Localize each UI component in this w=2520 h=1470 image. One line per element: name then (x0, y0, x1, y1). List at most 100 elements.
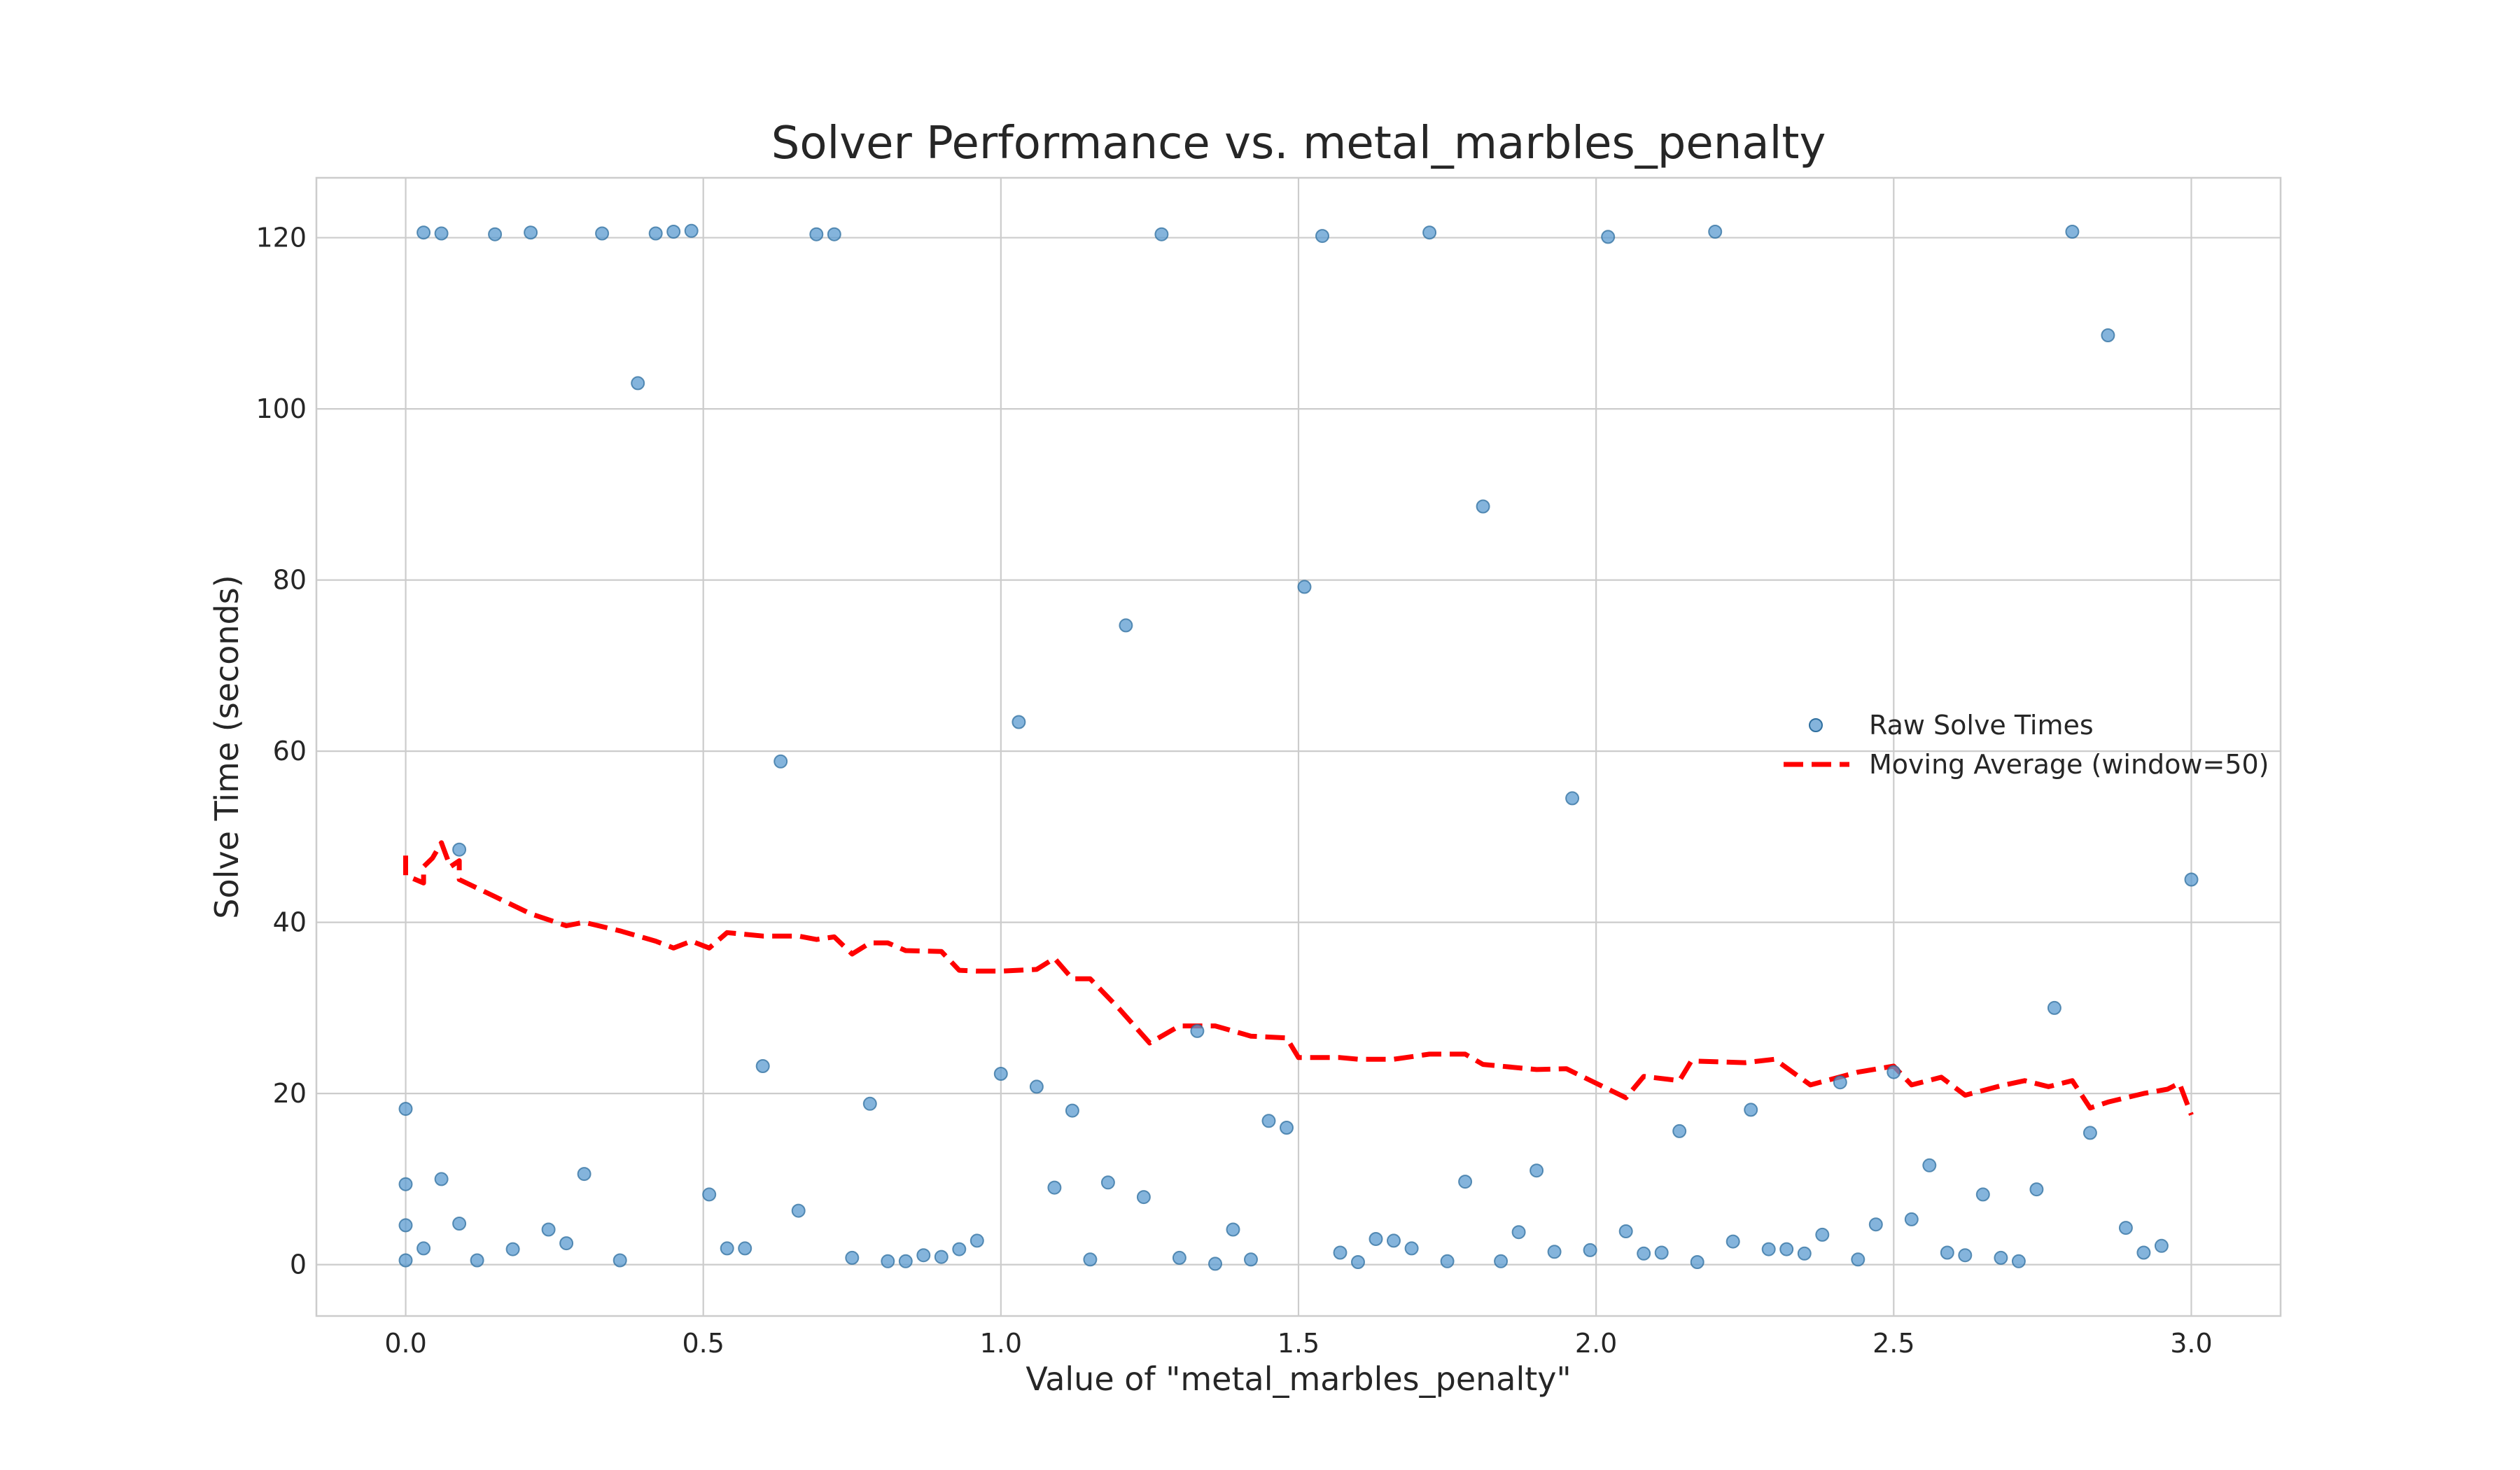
scatter-point (2011, 1254, 2026, 1268)
y-tick-label: 80 (273, 565, 307, 596)
legend-label-raw: Raw Solve Times (1869, 710, 2094, 741)
x-axis-label: Value of "metal_marbles_penalty" (1026, 1360, 1571, 1398)
scatter-point (1261, 1114, 1276, 1128)
scatter-point (702, 1187, 717, 1202)
scatter-point (2082, 1126, 2097, 1140)
scatter-point (845, 1250, 860, 1265)
scatter-point (1833, 1075, 1847, 1090)
scatter-point (862, 1096, 877, 1111)
scatter-point (1387, 1233, 1401, 1248)
scatter-point (1511, 1225, 1526, 1240)
scatter-point (1690, 1255, 1704, 1269)
scatter-point (1797, 1246, 1812, 1261)
scatter-point (1154, 227, 1169, 241)
x-tick-label: 1.5 (1278, 1328, 1320, 1359)
scatter-point (1565, 791, 1580, 806)
scatter-point (1886, 1065, 1901, 1079)
scatter-point (1083, 1252, 1098, 1267)
scatter-point (1975, 1187, 1990, 1202)
scatter-point (1404, 1241, 1419, 1256)
y-tick-label: 0 (290, 1250, 307, 1280)
scatter-point (2065, 225, 2080, 239)
scatter-point (1119, 618, 1133, 633)
scatter-point (559, 1236, 574, 1251)
scatter-point (595, 226, 610, 241)
scatter-point (434, 1172, 449, 1186)
scatter-point (934, 1250, 948, 1264)
scatter-point (774, 754, 788, 769)
x-tick-label: 0.0 (384, 1328, 426, 1359)
x-tick-label: 0.5 (682, 1328, 724, 1359)
x-gridlines (405, 178, 2192, 1316)
scatter-point (1994, 1250, 2008, 1265)
scatter-point (1476, 499, 1490, 514)
y-axis-label: Solve Time (seconds) (208, 575, 246, 918)
y-gridlines (316, 237, 2281, 1266)
scatter-point (993, 1067, 1008, 1081)
scatter-point (1672, 1124, 1687, 1138)
scatter-point (612, 1253, 627, 1268)
scatter-point (2029, 1182, 2044, 1197)
scatter-point (1244, 1252, 1258, 1267)
y-tick-label: 100 (255, 393, 307, 424)
scatter-point (398, 1253, 413, 1268)
scatter-point (1190, 1023, 1205, 1038)
scatter-point (1904, 1212, 1919, 1226)
scatter-point (452, 842, 467, 857)
y-tick-label: 40 (273, 907, 307, 938)
scatter-point (470, 1253, 484, 1268)
chart-title: Solver Performance vs. metal_marbles_pen… (771, 118, 1826, 169)
x-tick-label: 3.0 (2170, 1328, 2212, 1359)
scatter-point (1618, 1224, 1633, 1238)
scatter-point (1779, 1242, 1794, 1256)
scatter-point (505, 1242, 520, 1256)
scatter-point (1100, 1175, 1115, 1190)
scatter-point (1208, 1256, 1222, 1271)
scatter-point (1958, 1248, 1973, 1263)
plot-frame (315, 176, 2282, 1317)
scatter-point (1868, 1217, 1883, 1232)
scatter-point (1422, 225, 1437, 240)
scatter-point (1280, 1121, 1294, 1135)
scatter-point (2154, 1238, 2169, 1253)
scatter-point (398, 1102, 413, 1116)
scatter-point (1815, 1227, 1830, 1242)
scatter-point (1315, 229, 1329, 244)
scatter-point (666, 225, 681, 239)
scatter-point (2118, 1221, 2133, 1236)
x-tick-labels: 0.0 0.5 1.0 1.5 2.0 2.5 3.0 (384, 1328, 2212, 1359)
scatter-point (1547, 1245, 1562, 1259)
scatter-point (738, 1241, 752, 1256)
scatter-point (952, 1242, 967, 1256)
scatter-point (1368, 1232, 1383, 1246)
scatter-point (416, 225, 431, 240)
scatter-point (720, 1241, 734, 1256)
moving-average-line (403, 840, 2194, 1116)
scatter-point (1297, 580, 1312, 594)
scatter-point (1136, 1190, 1151, 1205)
scatter-point (1458, 1175, 1473, 1189)
scatter-point (1172, 1250, 1186, 1265)
scatter-point (398, 1177, 413, 1191)
scatter-point (1708, 225, 1723, 239)
y-tick-label: 120 (255, 223, 307, 253)
scatter-point (1851, 1252, 1865, 1267)
y-tick-labels: 0 20 40 60 80 100 120 (255, 223, 307, 1280)
x-tick-label: 2.5 (1872, 1328, 1914, 1359)
scatter-point (1065, 1103, 1079, 1118)
scatter-point (2101, 328, 2115, 342)
y-tick-label: 20 (273, 1078, 307, 1109)
legend-label-moving-average: Moving Average (window=50) (1869, 749, 2269, 780)
legend: Raw Solve Times Moving Average (window=5… (1784, 710, 2269, 780)
scatter-point (631, 376, 645, 391)
scatter-point (648, 226, 663, 241)
x-tick-label: 2.0 (1575, 1328, 1617, 1359)
scatter-point (1494, 1254, 1508, 1268)
scatter-point (809, 227, 824, 241)
scatter-point (1226, 1222, 1240, 1237)
scatter-point (755, 1059, 770, 1073)
scatter-point (684, 223, 699, 238)
scatter-point (416, 1241, 431, 1256)
scatter-point (488, 227, 503, 241)
